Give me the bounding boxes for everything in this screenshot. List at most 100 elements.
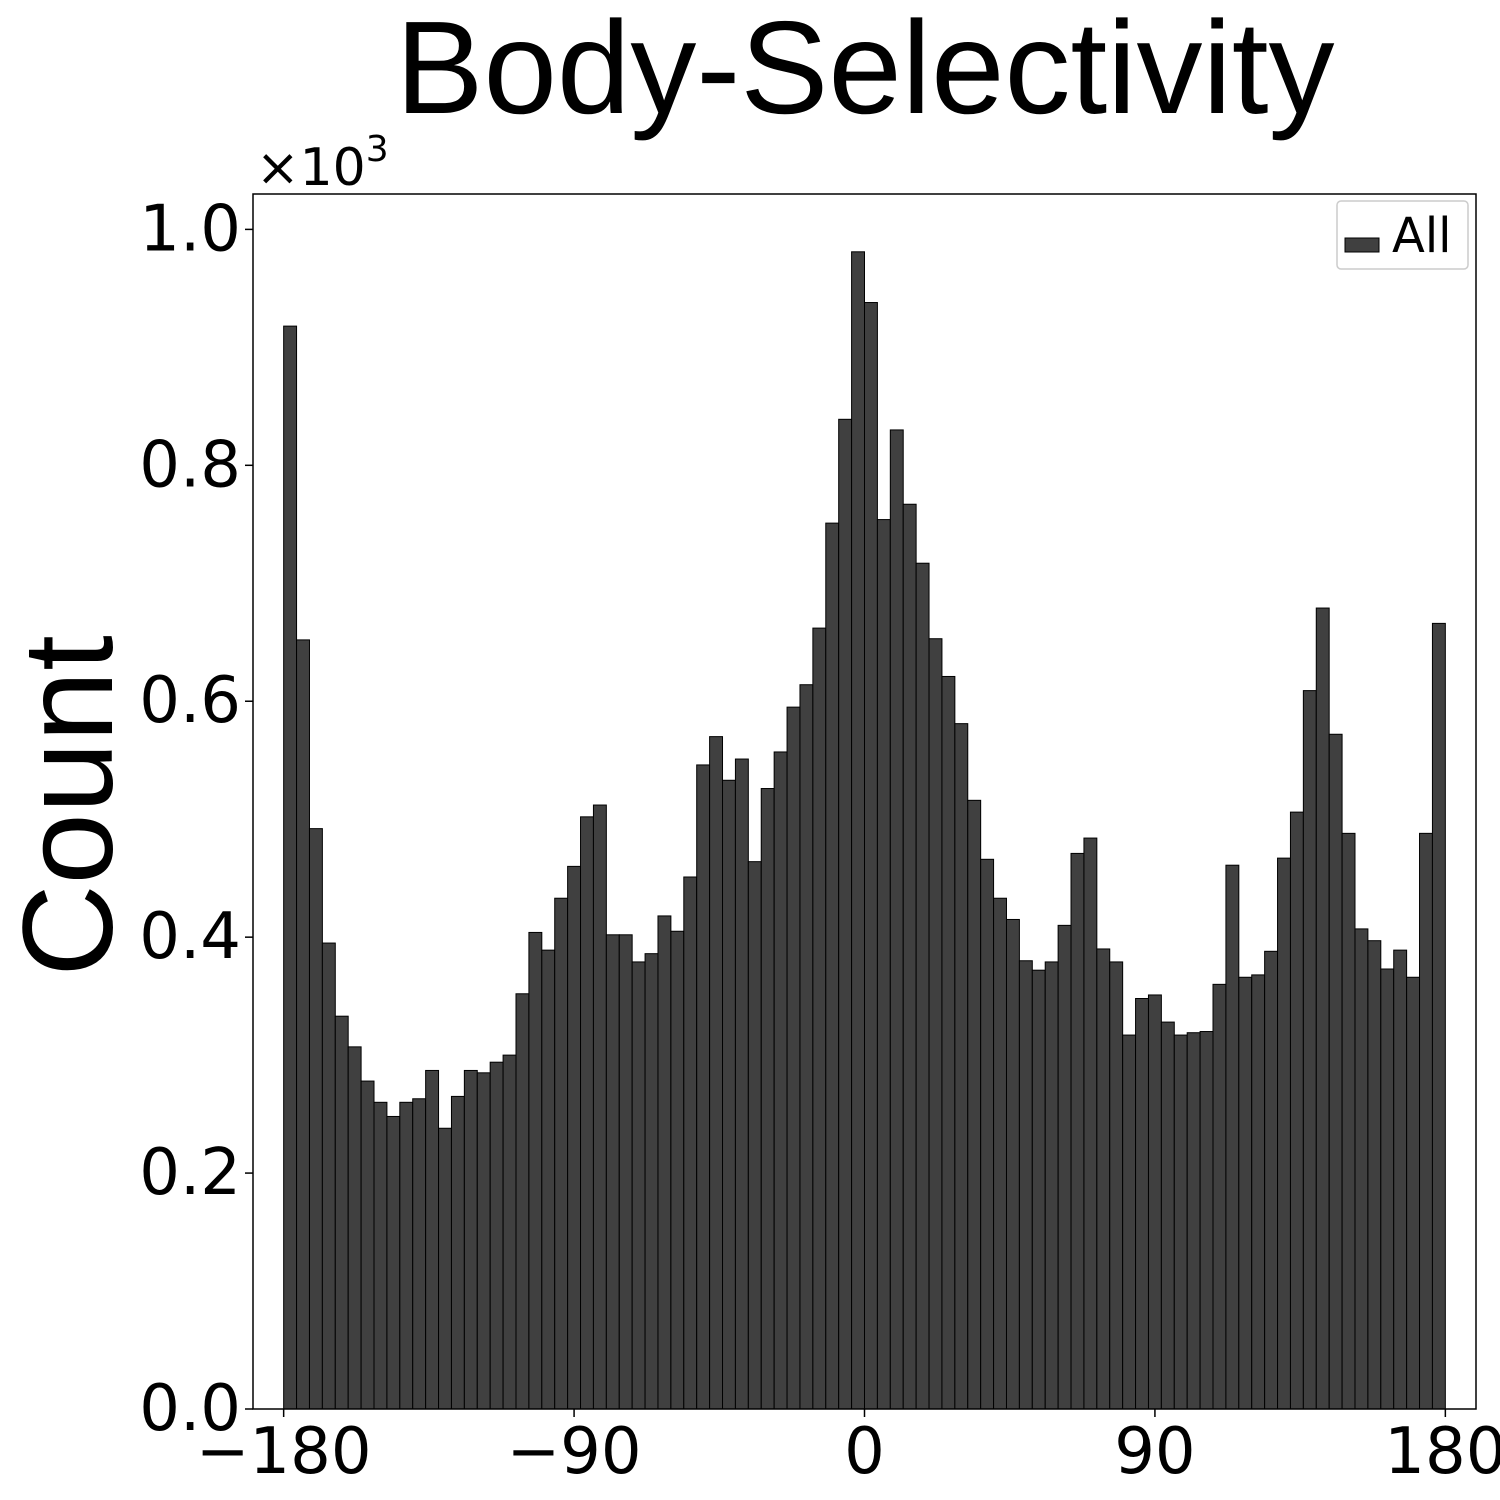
histogram-bar	[412, 1098, 427, 1410]
histogram-bar	[1005, 918, 1020, 1410]
histogram-bar	[1160, 1021, 1175, 1410]
y-axis-multiplier-exponent: 3	[366, 129, 389, 170]
y-tick-label: 0.4	[139, 900, 241, 974]
histogram-bar	[631, 961, 646, 1410]
y-tick-label: 1.0	[139, 192, 241, 266]
histogram-bar	[980, 858, 995, 1410]
histogram-bar	[296, 639, 310, 1410]
histogram-bar	[399, 1101, 414, 1410]
legend-swatch	[1344, 237, 1380, 253]
histogram-bar	[528, 931, 543, 1410]
histogram-bar	[722, 779, 736, 1410]
y-tick-label: 0.0	[139, 1372, 241, 1446]
histogram-bar	[425, 1069, 440, 1410]
y-axis-multiplier-base: ×10	[256, 138, 366, 198]
histogram-bar	[954, 723, 969, 1410]
histogram-bar	[489, 1061, 504, 1410]
histogram-bar	[515, 993, 530, 1410]
histogram-bar	[1277, 857, 1291, 1410]
histogram-bar	[321, 942, 336, 1410]
histogram-bar	[993, 897, 1007, 1410]
y-tick-label: 0.2	[139, 1136, 241, 1210]
histogram-bar	[644, 953, 659, 1410]
histogram-bar	[580, 816, 594, 1410]
histogram-bar	[1122, 1034, 1137, 1410]
histogram-bar	[554, 897, 569, 1410]
histogram-bar	[1212, 983, 1227, 1410]
histogram-bar	[1341, 832, 1356, 1410]
histogram-bar	[851, 251, 865, 1410]
histogram-bar	[1380, 968, 1395, 1410]
histogram-bar	[864, 302, 878, 1410]
x-tick-label: 0	[844, 1415, 885, 1489]
histogram-bar	[1031, 969, 1046, 1410]
histogram-bar	[1431, 622, 1446, 1410]
histogram-bar	[786, 706, 801, 1410]
histogram-bar	[463, 1069, 478, 1410]
histogram-bar	[799, 684, 814, 1410]
histogram-bar	[928, 638, 943, 1410]
histogram-bar	[812, 627, 827, 1410]
histogram-bar	[386, 1115, 401, 1410]
histogram-bar	[1147, 994, 1162, 1410]
histogram-bar	[502, 1054, 517, 1410]
x-tick-label: 180	[1384, 1415, 1500, 1489]
histogram-bar	[889, 429, 904, 1410]
histogram-bar	[541, 949, 556, 1410]
y-axis-multiplier: ×103	[256, 129, 389, 198]
y-tick-label: 0.6	[139, 664, 241, 738]
histogram-bar	[347, 1046, 362, 1410]
histogram-bar	[373, 1101, 388, 1410]
histogram-bar	[760, 788, 775, 1410]
histogram-bar	[1096, 948, 1111, 1410]
histogram-bar	[902, 503, 917, 1410]
chart-title: Body-Selectivity	[395, 0, 1334, 141]
histogram-bar	[1057, 924, 1072, 1410]
y-axis-label: Count	[0, 635, 140, 977]
histogram-bar	[734, 758, 749, 1410]
histogram-bar	[1238, 976, 1253, 1410]
histogram-bar	[1289, 811, 1304, 1410]
histogram-bar	[967, 799, 982, 1410]
legend-label-all: All	[1392, 208, 1452, 264]
histogram-bar	[1186, 1032, 1201, 1410]
histogram-bar	[941, 675, 956, 1410]
x-tick-label: −180	[196, 1415, 372, 1489]
histogram-bar	[1302, 690, 1317, 1410]
histogram-bar	[1419, 832, 1433, 1410]
y-tick-label: 0.8	[139, 428, 241, 502]
histogram-bar	[592, 804, 607, 1410]
histogram-bar	[308, 828, 323, 1410]
histogram-bar	[283, 325, 298, 1410]
bars-group	[283, 251, 1446, 1410]
histogram-bar	[1070, 852, 1085, 1410]
histogram-bar	[1264, 950, 1279, 1410]
histogram-bar	[1135, 997, 1149, 1410]
histogram-bar	[683, 876, 698, 1410]
histogram-bar	[1173, 1034, 1188, 1410]
histogram-bar	[838, 418, 853, 1410]
plot-frame	[252, 193, 1477, 1410]
histogram-bar	[709, 736, 724, 1410]
histogram-bar	[876, 519, 891, 1410]
histogram-bar	[1315, 607, 1330, 1410]
histogram-bar	[1393, 949, 1408, 1410]
histogram-bar	[696, 764, 711, 1410]
histogram-bar	[657, 915, 672, 1410]
histogram-bar	[773, 751, 788, 1410]
histogram-bar	[747, 861, 762, 1410]
histogram-bar	[618, 934, 633, 1410]
histogram-bar	[1251, 974, 1266, 1410]
histogram-bar	[1354, 928, 1369, 1410]
x-tick-label: 90	[1114, 1415, 1195, 1489]
histogram-bar	[476, 1072, 491, 1410]
x-ticks-group: −180 −90 0 90 180	[196, 1409, 1500, 1489]
legend: All	[1336, 200, 1469, 270]
histogram-bar	[1109, 961, 1124, 1410]
y-ticks-group: 0.0 0.2 0.4 0.6 0.8 1.0	[139, 192, 253, 1446]
histogram-bar	[1018, 960, 1033, 1410]
histogram-bar	[1328, 733, 1343, 1410]
histogram-bar	[450, 1095, 465, 1410]
histogram-bar	[605, 934, 620, 1410]
